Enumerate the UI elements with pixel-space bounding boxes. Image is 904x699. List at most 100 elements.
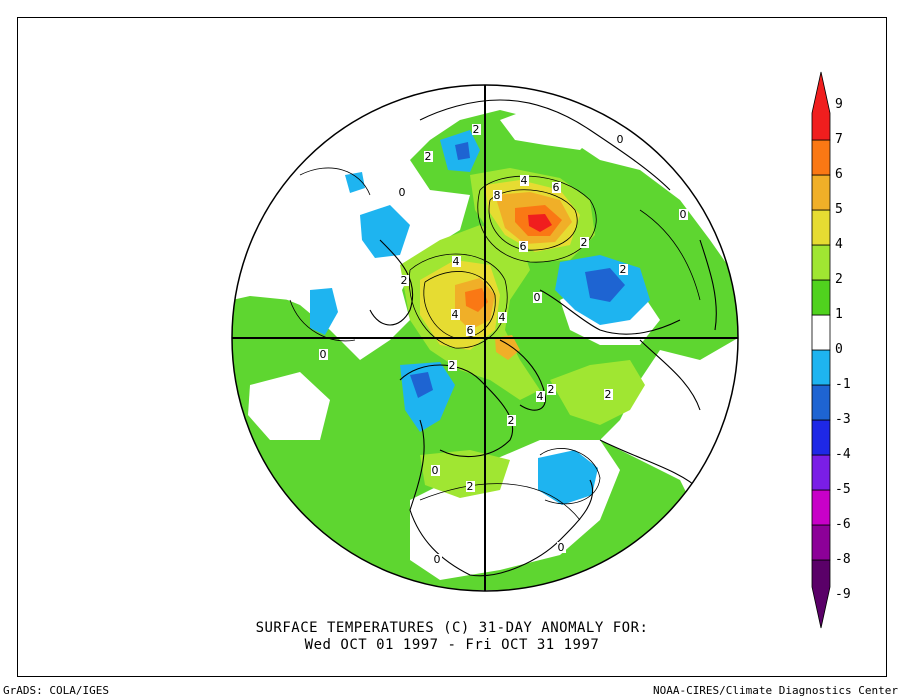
contour-label: 8 [494, 189, 501, 202]
colorbar-tick-label: -9 [835, 587, 851, 602]
anomaly-region [360, 205, 410, 258]
colorbar-tick-label: 2 [835, 272, 843, 287]
contour-line [408, 253, 508, 349]
contour-label-background [552, 182, 561, 193]
colorbar-tick-label: -1 [835, 377, 851, 392]
anomaly-field [232, 85, 738, 591]
contour-label-background [451, 309, 460, 320]
colorbar-tick-label: 7 [835, 132, 843, 147]
contour-label: 2 [508, 414, 515, 427]
contour-label-background [679, 209, 688, 220]
colorbar-bin [811, 559, 831, 629]
coastline [399, 364, 514, 458]
contour-label-background [533, 292, 542, 303]
map-boundary-circle [231, 84, 739, 592]
contour-line [488, 189, 578, 251]
anomaly-region [420, 450, 510, 498]
colorbar-bin [811, 209, 831, 246]
contour-label: 2 [449, 359, 456, 372]
anomaly-region [410, 372, 433, 398]
anomaly-region [538, 450, 598, 505]
contour-line [423, 271, 496, 339]
contour-label-background [580, 237, 589, 248]
footer-credit-right: NOAA-CIRES/Climate Diagnostics Center [652, 684, 898, 697]
contour-label: 0 [434, 553, 441, 566]
colorbar-bin [811, 314, 831, 351]
contour-line [299, 167, 371, 196]
contour-label: 0 [534, 291, 541, 304]
coastline [419, 99, 671, 191]
contour-line [639, 209, 701, 301]
contour-label-background [520, 175, 529, 186]
chart-title-line-1: SURFACE TEMPERATURES (C) 31-DAY ANOMALY … [255, 620, 649, 636]
colorbar-bin [811, 174, 831, 211]
contour-label: 0 [399, 186, 406, 199]
contour-label: 4 [499, 311, 506, 324]
colorbar-tick-label: 6 [835, 167, 843, 182]
colorbar-bin [811, 244, 831, 281]
colorbar-tick-label: -6 [835, 517, 851, 532]
contour-label: 2 [425, 150, 432, 163]
contour-label-background [547, 384, 556, 395]
contour-label-background [536, 391, 545, 402]
contour-label-background [398, 187, 407, 198]
contour-label: 4 [453, 255, 460, 268]
anomaly-region [465, 288, 488, 312]
colorbar-bin [811, 279, 831, 316]
coastline [699, 239, 717, 331]
anomaly-region [528, 214, 552, 232]
colorbar [811, 71, 831, 629]
anomaly-region [500, 105, 600, 150]
contour-label-background [507, 415, 516, 426]
contour-label: 2 [581, 236, 588, 249]
contour-label-background [519, 241, 528, 252]
contour-label: 2 [605, 388, 612, 401]
contour-label-background [604, 389, 613, 400]
colorbar-tick-label: 5 [835, 202, 843, 217]
chart-title-line-2: Wed OCT 01 1997 - Fri OCT 31 1997 [304, 637, 600, 653]
contour-label: 0 [320, 348, 327, 361]
contour-label-background [466, 325, 475, 336]
colorbar-bin [811, 139, 831, 176]
colorbar-tick-label: -4 [835, 447, 851, 462]
contour-label-background [472, 124, 481, 135]
anomaly-region [240, 180, 380, 300]
contour-label-background [319, 349, 328, 360]
contour-label: 2 [548, 383, 555, 396]
colorbar-bin [811, 349, 831, 386]
colorbar-bin [811, 71, 831, 141]
contour-line [419, 483, 581, 521]
contour-label-background [619, 264, 628, 275]
contour-label-background [400, 275, 409, 286]
colorbar-tick-label: 4 [835, 237, 843, 252]
contour-label-background [433, 554, 442, 565]
contour-label: 0 [558, 541, 565, 554]
contour-label-background [616, 134, 625, 145]
contour-label-background [493, 190, 502, 201]
contour-label: 0 [680, 208, 687, 221]
contour-label: 2 [467, 480, 474, 493]
anomaly-region [310, 288, 338, 335]
coastline [639, 339, 701, 411]
coastline [409, 419, 594, 577]
contour-label-background [424, 151, 433, 162]
colorbar-tick-label: 1 [835, 307, 843, 322]
contour-line [289, 299, 356, 342]
anomaly-region [345, 172, 365, 193]
anomaly-region [248, 372, 330, 440]
contour-label-background [498, 312, 507, 323]
anomaly-region [550, 360, 645, 425]
contour-label-background [557, 542, 566, 553]
contour-label: 6 [467, 324, 474, 337]
contour-label: 0 [617, 133, 624, 146]
colorbar-tick-label: -8 [835, 552, 851, 567]
contour-label: 4 [521, 174, 528, 187]
contour-lines [289, 167, 701, 521]
contour-label: 0 [432, 464, 439, 477]
contour-label: 4 [537, 390, 544, 403]
colorbar-tick-label: -3 [835, 412, 851, 427]
contour-label: 4 [452, 308, 459, 321]
contour-label-background [452, 256, 461, 267]
